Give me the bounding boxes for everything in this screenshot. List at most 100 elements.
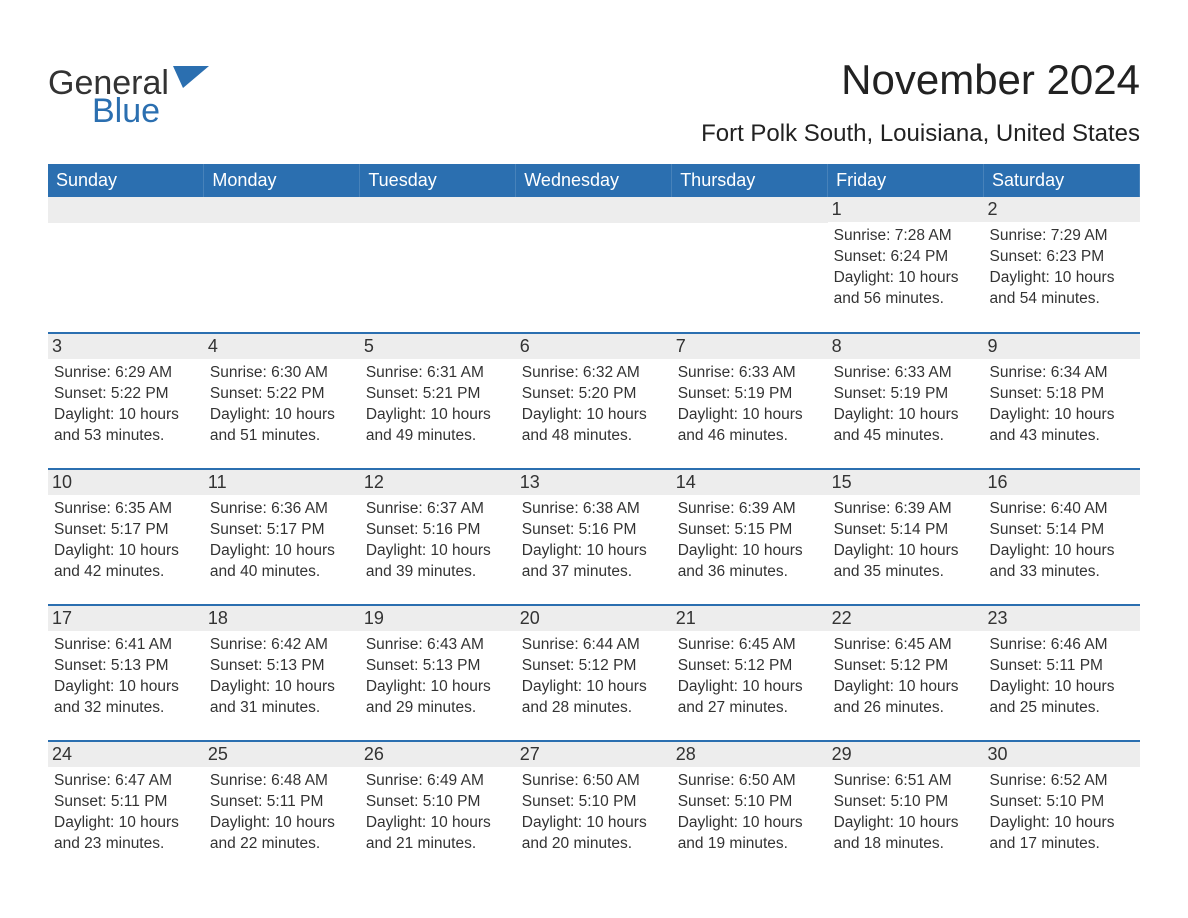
day-header: Saturday: [984, 164, 1140, 197]
day-number: 27: [516, 742, 672, 767]
logo-word-blue: Blue: [92, 94, 209, 128]
day-number: 15: [828, 470, 984, 495]
calendar-week-row: 1 Sunrise: 7:28 AMSunset: 6:24 PMDaylight…: [48, 197, 1140, 333]
logo-flag-icon: [173, 66, 209, 94]
calendar-day-cell: 22 Sunrise: 6:45 AMSunset: 5:12 PMDayligh…: [828, 605, 984, 741]
calendar-day-cell: 1 Sunrise: 7:28 AMSunset: 6:24 PMDaylight…: [828, 197, 984, 333]
day-details: Sunrise: 6:45 AMSunset: 5:12 PMDaylight:…: [678, 635, 822, 719]
calendar-day-cell: 15 Sunrise: 6:39 AMSunset: 5:14 PMDayligh…: [828, 469, 984, 605]
calendar-day-cell: 23 Sunrise: 6:46 AMSunset: 5:11 PMDayligh…: [984, 605, 1140, 741]
day-header: Monday: [204, 164, 360, 197]
day-number: 28: [672, 742, 828, 767]
calendar-empty-cell: [360, 197, 516, 333]
day-details: Sunrise: 7:28 AMSunset: 6:24 PMDaylight:…: [834, 226, 978, 310]
calendar-day-cell: 6 Sunrise: 6:32 AMSunset: 5:20 PMDaylight…: [516, 333, 672, 469]
day-number: 13: [516, 470, 672, 495]
day-details: Sunrise: 6:30 AMSunset: 5:22 PMDaylight:…: [210, 363, 354, 447]
day-header: Wednesday: [516, 164, 672, 197]
day-number: 8: [828, 334, 984, 359]
day-details: Sunrise: 6:52 AMSunset: 5:10 PMDaylight:…: [990, 771, 1134, 855]
day-details: Sunrise: 6:51 AMSunset: 5:10 PMDaylight:…: [834, 771, 978, 855]
calendar-body: 1 Sunrise: 7:28 AMSunset: 6:24 PMDaylight…: [48, 197, 1140, 877]
day-details: Sunrise: 6:33 AMSunset: 5:19 PMDaylight:…: [834, 363, 978, 447]
day-details: Sunrise: 6:50 AMSunset: 5:10 PMDaylight:…: [678, 771, 822, 855]
day-number-bar: [204, 197, 360, 223]
day-header: Sunday: [48, 164, 204, 197]
calendar-day-cell: 25Sunrise: 6:48 AMSunset: 5:11 PMDayligh…: [204, 741, 360, 877]
day-number: 14: [672, 470, 828, 495]
calendar-week-row: 3 Sunrise: 6:29 AMSunset: 5:22 PMDaylight…: [48, 333, 1140, 469]
header: General Blue November 2024 Fort Polk Sou…: [48, 30, 1140, 158]
calendar-day-cell: 13 Sunrise: 6:38 AMSunset: 5:16 PMDayligh…: [516, 469, 672, 605]
calendar-week-row: 24Sunrise: 6:47 AMSunset: 5:11 PMDayligh…: [48, 741, 1140, 877]
day-details: Sunrise: 6:46 AMSunset: 5:11 PMDaylight:…: [990, 635, 1134, 719]
day-details: Sunrise: 6:31 AMSunset: 5:21 PMDaylight:…: [366, 363, 510, 447]
day-number-bar: [516, 197, 672, 223]
day-number: 17: [48, 606, 204, 631]
calendar-empty-cell: [204, 197, 360, 333]
calendar-day-cell: 9Sunrise: 6:34 AMSunset: 5:18 PMDaylight…: [984, 333, 1140, 469]
calendar-day-cell: 26Sunrise: 6:49 AMSunset: 5:10 PMDayligh…: [360, 741, 516, 877]
calendar-day-cell: 30 Sunrise: 6:52 AMSunset: 5:10 PMDayligh…: [984, 741, 1140, 877]
calendar-week-row: 17 Sunrise: 6:41 AMSunset: 5:13 PMDayligh…: [48, 605, 1140, 741]
day-number: 19: [360, 606, 516, 631]
day-details: Sunrise: 6:29 AMSunset: 5:22 PMDaylight:…: [54, 363, 198, 447]
day-details: Sunrise: 6:49 AMSunset: 5:10 PMDaylight:…: [366, 771, 510, 855]
day-number: 6: [516, 334, 672, 359]
calendar-day-cell: 29Sunrise: 6:51 AMSunset: 5:10 PMDayligh…: [828, 741, 984, 877]
day-number-bar: [360, 197, 516, 223]
calendar-day-cell: 3 Sunrise: 6:29 AMSunset: 5:22 PMDaylight…: [48, 333, 204, 469]
day-header: Friday: [828, 164, 984, 197]
day-number-bar: [672, 197, 828, 223]
calendar-day-cell: 19 Sunrise: 6:43 AMSunset: 5:13 PMDayligh…: [360, 605, 516, 741]
calendar-day-cell: 20Sunrise: 6:44 AMSunset: 5:12 PMDayligh…: [516, 605, 672, 741]
calendar-day-cell: 7Sunrise: 6:33 AMSunset: 5:19 PMDaylight…: [672, 333, 828, 469]
day-details: Sunrise: 6:38 AMSunset: 5:16 PMDaylight:…: [522, 499, 666, 583]
calendar-day-cell: 17 Sunrise: 6:41 AMSunset: 5:13 PMDayligh…: [48, 605, 204, 741]
day-details: Sunrise: 6:35 AMSunset: 5:17 PMDaylight:…: [54, 499, 198, 583]
day-number: 10: [48, 470, 204, 495]
day-details: Sunrise: 6:41 AMSunset: 5:13 PMDaylight:…: [54, 635, 198, 719]
day-details: Sunrise: 7:29 AMSunset: 6:23 PMDaylight:…: [990, 226, 1134, 310]
day-number: 12: [360, 470, 516, 495]
day-details: Sunrise: 6:34 AMSunset: 5:18 PMDaylight:…: [990, 363, 1134, 447]
calendar-table: SundayMondayTuesdayWednesdayThursdayFrid…: [48, 164, 1140, 877]
day-number: 16: [984, 470, 1140, 495]
calendar-day-cell: 16 Sunrise: 6:40 AMSunset: 5:14 PMDayligh…: [984, 469, 1140, 605]
calendar-day-cell: 8 Sunrise: 6:33 AMSunset: 5:19 PMDaylight…: [828, 333, 984, 469]
day-number: 22: [828, 606, 984, 631]
calendar-day-cell: 27Sunrise: 6:50 AMSunset: 5:10 PMDayligh…: [516, 741, 672, 877]
day-details: Sunrise: 6:33 AMSunset: 5:19 PMDaylight:…: [678, 363, 822, 447]
calendar-day-cell: 28 Sunrise: 6:50 AMSunset: 5:10 PMDayligh…: [672, 741, 828, 877]
day-number: 23: [984, 606, 1140, 631]
day-number: 1: [828, 197, 984, 222]
day-number: 3: [48, 334, 204, 359]
calendar-day-cell: 21Sunrise: 6:45 AMSunset: 5:12 PMDayligh…: [672, 605, 828, 741]
title-area: November 2024 Fort Polk South, Louisiana…: [701, 30, 1140, 158]
calendar-day-cell: 10 Sunrise: 6:35 AMSunset: 5:17 PMDayligh…: [48, 469, 204, 605]
day-details: Sunrise: 6:45 AMSunset: 5:12 PMDaylight:…: [834, 635, 978, 719]
day-number: 18: [204, 606, 360, 631]
calendar-day-cell: 5 Sunrise: 6:31 AMSunset: 5:21 PMDaylight…: [360, 333, 516, 469]
logo-text: General Blue: [48, 60, 209, 128]
day-details: Sunrise: 6:40 AMSunset: 5:14 PMDaylight:…: [990, 499, 1134, 583]
day-number: 4: [204, 334, 360, 359]
day-number: 24: [48, 742, 204, 767]
day-number: 20: [516, 606, 672, 631]
calendar-day-cell: 2 Sunrise: 7:29 AMSunset: 6:23 PMDaylight…: [984, 197, 1140, 333]
logo: General Blue: [48, 30, 209, 128]
location-subtitle: Fort Polk South, Louisiana, United State…: [701, 120, 1140, 148]
day-details: Sunrise: 6:39 AMSunset: 5:14 PMDaylight:…: [834, 499, 978, 583]
day-number: 30: [984, 742, 1140, 767]
day-details: Sunrise: 6:36 AMSunset: 5:17 PMDaylight:…: [210, 499, 354, 583]
day-details: Sunrise: 6:37 AMSunset: 5:16 PMDaylight:…: [366, 499, 510, 583]
day-details: Sunrise: 6:39 AMSunset: 5:15 PMDaylight:…: [678, 499, 822, 583]
day-details: Sunrise: 6:32 AMSunset: 5:20 PMDaylight:…: [522, 363, 666, 447]
day-number: 11: [204, 470, 360, 495]
calendar-day-cell: 14 Sunrise: 6:39 AMSunset: 5:15 PMDayligh…: [672, 469, 828, 605]
day-header: Thursday: [672, 164, 828, 197]
day-number: 2: [984, 197, 1140, 222]
day-details: Sunrise: 6:43 AMSunset: 5:13 PMDaylight:…: [366, 635, 510, 719]
calendar-week-row: 10 Sunrise: 6:35 AMSunset: 5:17 PMDayligh…: [48, 469, 1140, 605]
day-number: 5: [360, 334, 516, 359]
